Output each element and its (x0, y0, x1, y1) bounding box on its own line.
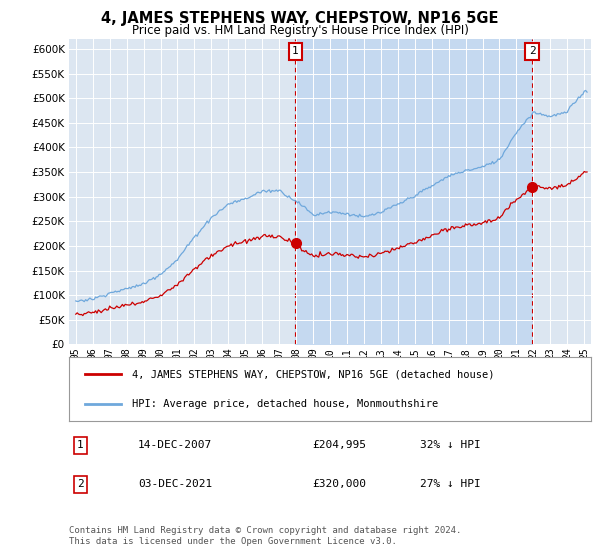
Text: 4, JAMES STEPHENS WAY, CHEPSTOW, NP16 5GE (detached house): 4, JAMES STEPHENS WAY, CHEPSTOW, NP16 5G… (131, 369, 494, 379)
Text: Contains HM Land Registry data © Crown copyright and database right 2024.
This d: Contains HM Land Registry data © Crown c… (69, 526, 461, 546)
Text: 1: 1 (77, 440, 84, 450)
Text: 32% ↓ HPI: 32% ↓ HPI (420, 440, 481, 450)
Text: £320,000: £320,000 (312, 479, 366, 489)
Text: 2: 2 (529, 46, 535, 57)
Text: 14-DEC-2007: 14-DEC-2007 (138, 440, 212, 450)
Text: Price paid vs. HM Land Registry's House Price Index (HPI): Price paid vs. HM Land Registry's House … (131, 24, 469, 36)
Text: 4, JAMES STEPHENS WAY, CHEPSTOW, NP16 5GE: 4, JAMES STEPHENS WAY, CHEPSTOW, NP16 5G… (101, 11, 499, 26)
Text: 27% ↓ HPI: 27% ↓ HPI (420, 479, 481, 489)
Text: £204,995: £204,995 (312, 440, 366, 450)
Text: 2: 2 (77, 479, 84, 489)
Text: HPI: Average price, detached house, Monmouthshire: HPI: Average price, detached house, Monm… (131, 399, 438, 409)
Text: 1: 1 (292, 46, 299, 57)
Text: 03-DEC-2021: 03-DEC-2021 (138, 479, 212, 489)
